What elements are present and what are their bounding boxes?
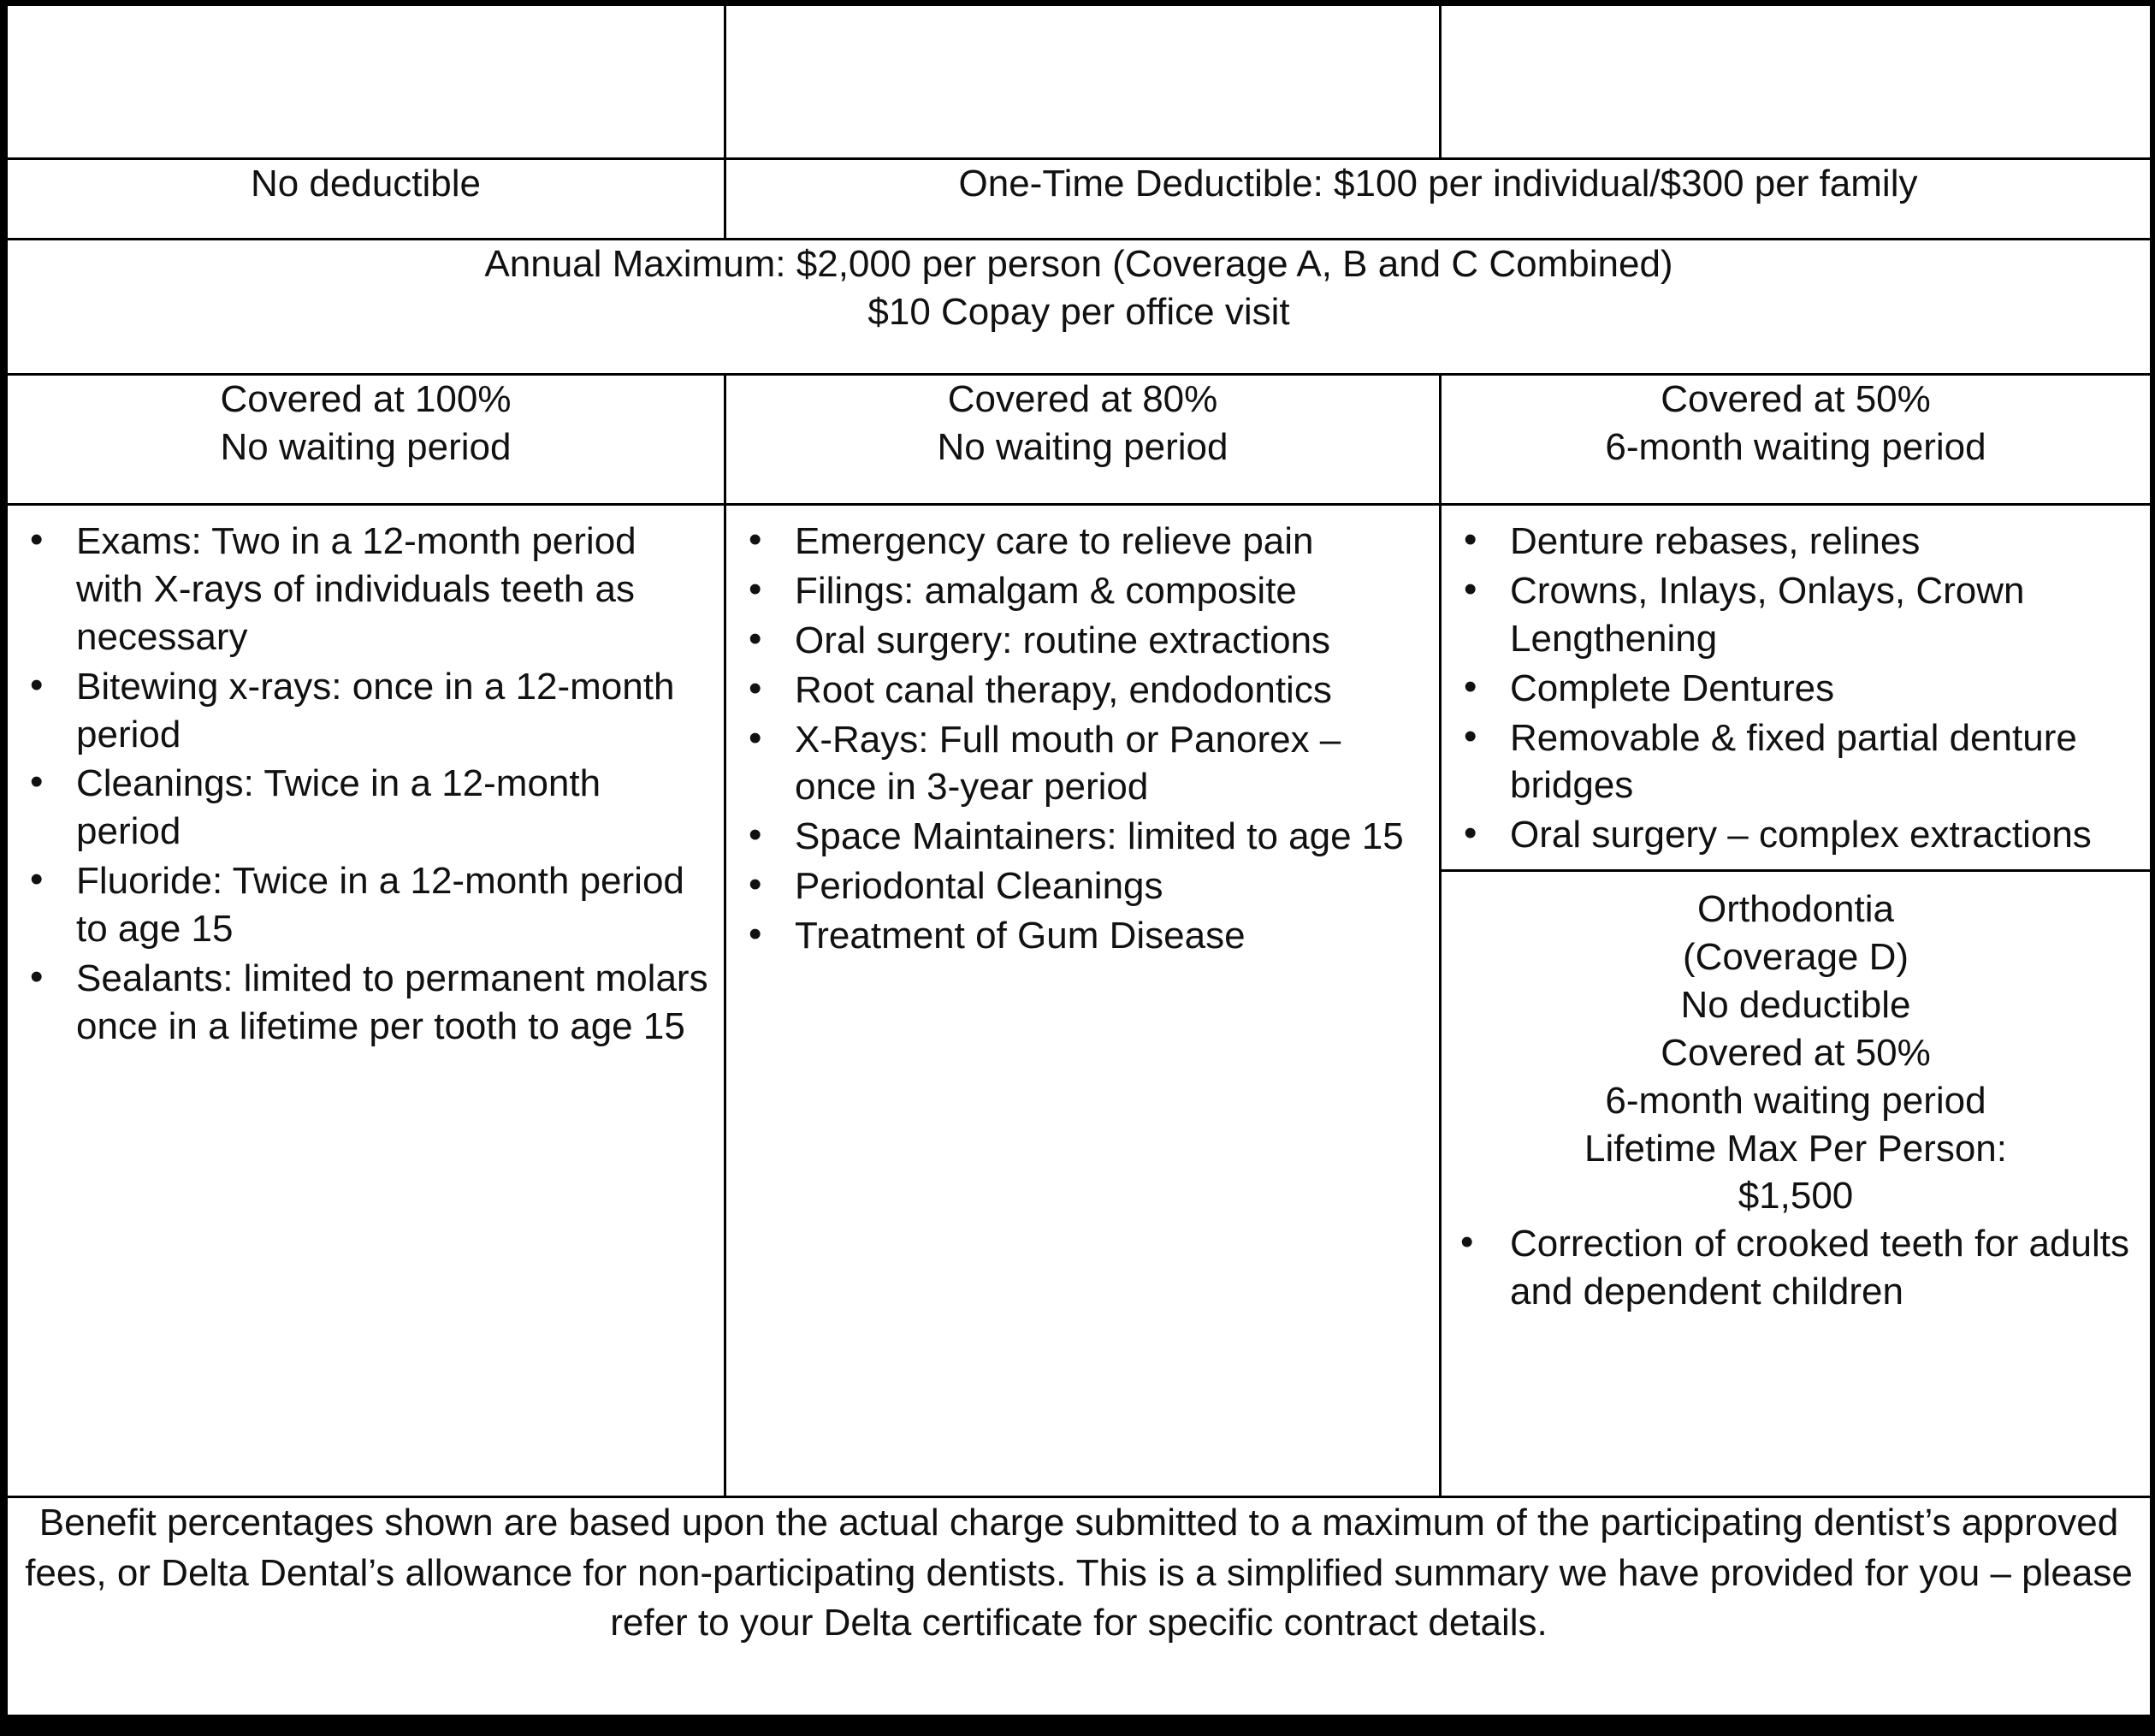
list-item: Sealants: limited to permanent molars on… [27, 953, 708, 1051]
services-cell-column-b: Emergency care to relieve pain Filings: … [724, 503, 1442, 1498]
list-item: Periodontal Cleanings [745, 861, 1424, 910]
coverage-cell-column-b: Covered at 80% No waiting period [724, 373, 1442, 506]
list-item: X-Rays: Full mouth or Panorex – once in … [745, 714, 1424, 812]
coverage-percent: Covered at 80% [947, 378, 1218, 420]
footer-row: Benefit percentages shown are based upon… [5, 1496, 2152, 1717]
dental-benefits-table: Diagnostic/Preventive (Coverage A) Basic… [5, 3, 2152, 1717]
major-services-block: Denture rebases, relines Crowns, Inlays,… [1442, 506, 2150, 873]
disclaimer-text: Benefit percentages shown are based upon… [5, 1496, 2152, 1717]
column-header-coverage-label: (Coverage B) [962, 56, 1203, 103]
orthodontia-title: Orthodontia [1697, 888, 1894, 931]
list-item: Exams: Two in a 12-month period with X-r… [27, 516, 708, 661]
list-item: Filings: amalgam & composite [745, 566, 1424, 615]
services-cell-column-c: Denture rebases, relines Crowns, Inlays,… [1439, 503, 2152, 1498]
column-header-basic-services: Basic Services (Coverage B) [724, 3, 1442, 160]
annual-maximum-line1: Annual Maximum: $2,000 per person (Cover… [484, 243, 1673, 285]
orthodontia-services-list: Correction of crooked teeth for adults a… [1455, 1218, 2136, 1316]
list-item: Crowns, Inlays, Onlays, Crown Lengthenin… [1460, 566, 2134, 663]
coverage-cell-column-a: Covered at 100% No waiting period [5, 373, 726, 506]
orthodontia-waiting-period: 6-month waiting period [1605, 1079, 1986, 1122]
column-header-title: Diagnostic/Preventive [171, 8, 560, 53]
list-item: Bitewing x-rays: once in a 12-month peri… [27, 661, 708, 759]
coverage-waiting-period: No waiting period [220, 425, 512, 468]
list-item: Correction of crooked teeth for adults a… [1460, 1218, 2136, 1316]
deductible-column-a: No deductible [5, 157, 726, 240]
list-item: Emergency care to relieve pain [745, 516, 1424, 566]
list-item: Treatment of Gum Disease [745, 910, 1424, 960]
column-header-title: Major Services [1662, 8, 1929, 53]
list-item: Cleanings: Twice in a 12-month period [27, 758, 708, 856]
coverage-percentage-row: Covered at 100% No waiting period Covere… [5, 373, 2152, 506]
list-item: Complete Dentures [1460, 663, 2134, 713]
coverage-percent: Covered at 50% [1661, 378, 1931, 420]
annual-maximum-line2: $10 Copay per office visit [867, 290, 1290, 333]
orthodontia-coverage-label: (Coverage D) [1682, 936, 1909, 978]
orthodontia-lifetime-max-value: $1,500 [1738, 1175, 1854, 1218]
column-header-coverage-label: (Coverage C) [1674, 56, 1917, 103]
list-item: Root canal therapy, endodontics [745, 665, 1424, 714]
services-cell-column-a: Exams: Two in a 12-month period with X-r… [5, 503, 726, 1498]
list-item: Removable & fixed partial denture bridge… [1460, 713, 2134, 810]
list-item: Denture rebases, relines [1460, 516, 2134, 566]
annual-maximum-row: Annual Maximum: $2,000 per person (Cover… [5, 238, 2152, 376]
column-header-title: Basic Services [950, 8, 1215, 53]
list-item: Oral surgery: routine extractions [745, 615, 1424, 665]
list-item: Oral surgery – complex extractions [1460, 809, 2134, 859]
column-header-diagnostic-preventive: Diagnostic/Preventive (Coverage A) [5, 3, 726, 160]
list-item: Fluoride: Twice in a 12-month period to … [27, 856, 708, 953]
orthodontia-deductible: No deductible [1680, 983, 1911, 1026]
services-list-basic-services: Emergency care to relieve pain Filings: … [726, 506, 1439, 970]
deductible-columns-bc: One-Time Deductible: $100 per individual… [724, 157, 2152, 240]
coverage-percent: Covered at 100% [220, 378, 512, 420]
services-row: Exams: Two in a 12-month period with X-r… [5, 503, 2152, 1498]
column-header-coverage-label: (Coverage A) [247, 56, 484, 103]
coverage-waiting-period: 6-month waiting period [1605, 425, 1986, 468]
orthodontia-lifetime-max-label: Lifetime Max Per Person: [1584, 1127, 2007, 1170]
orthodontia-block: Orthodontia (Coverage D) No deductible C… [1442, 872, 2150, 1496]
deductible-row: No deductible One-Time Deductible: $100 … [5, 157, 2152, 240]
annual-maximum-cell: Annual Maximum: $2,000 per person (Cover… [5, 238, 2152, 376]
services-list-diagnostic-preventive: Exams: Two in a 12-month period with X-r… [8, 506, 724, 1061]
table-header-row: Diagnostic/Preventive (Coverage A) Basic… [5, 3, 2152, 160]
coverage-waiting-period: No waiting period [937, 425, 1228, 468]
list-item: Space Maintainers: limited to age 15 [745, 811, 1424, 861]
orthodontia-covered-percent: Covered at 50% [1661, 1031, 1931, 1074]
orthodontia-details: Orthodontia (Coverage D) No deductible C… [1455, 880, 2136, 1220]
column-header-major-services: Major Services (Coverage C) [1439, 3, 2152, 160]
services-list-major-services: Denture rebases, relines Crowns, Inlays,… [1442, 506, 2150, 869]
coverage-cell-column-c: Covered at 50% 6-month waiting period [1439, 373, 2152, 506]
